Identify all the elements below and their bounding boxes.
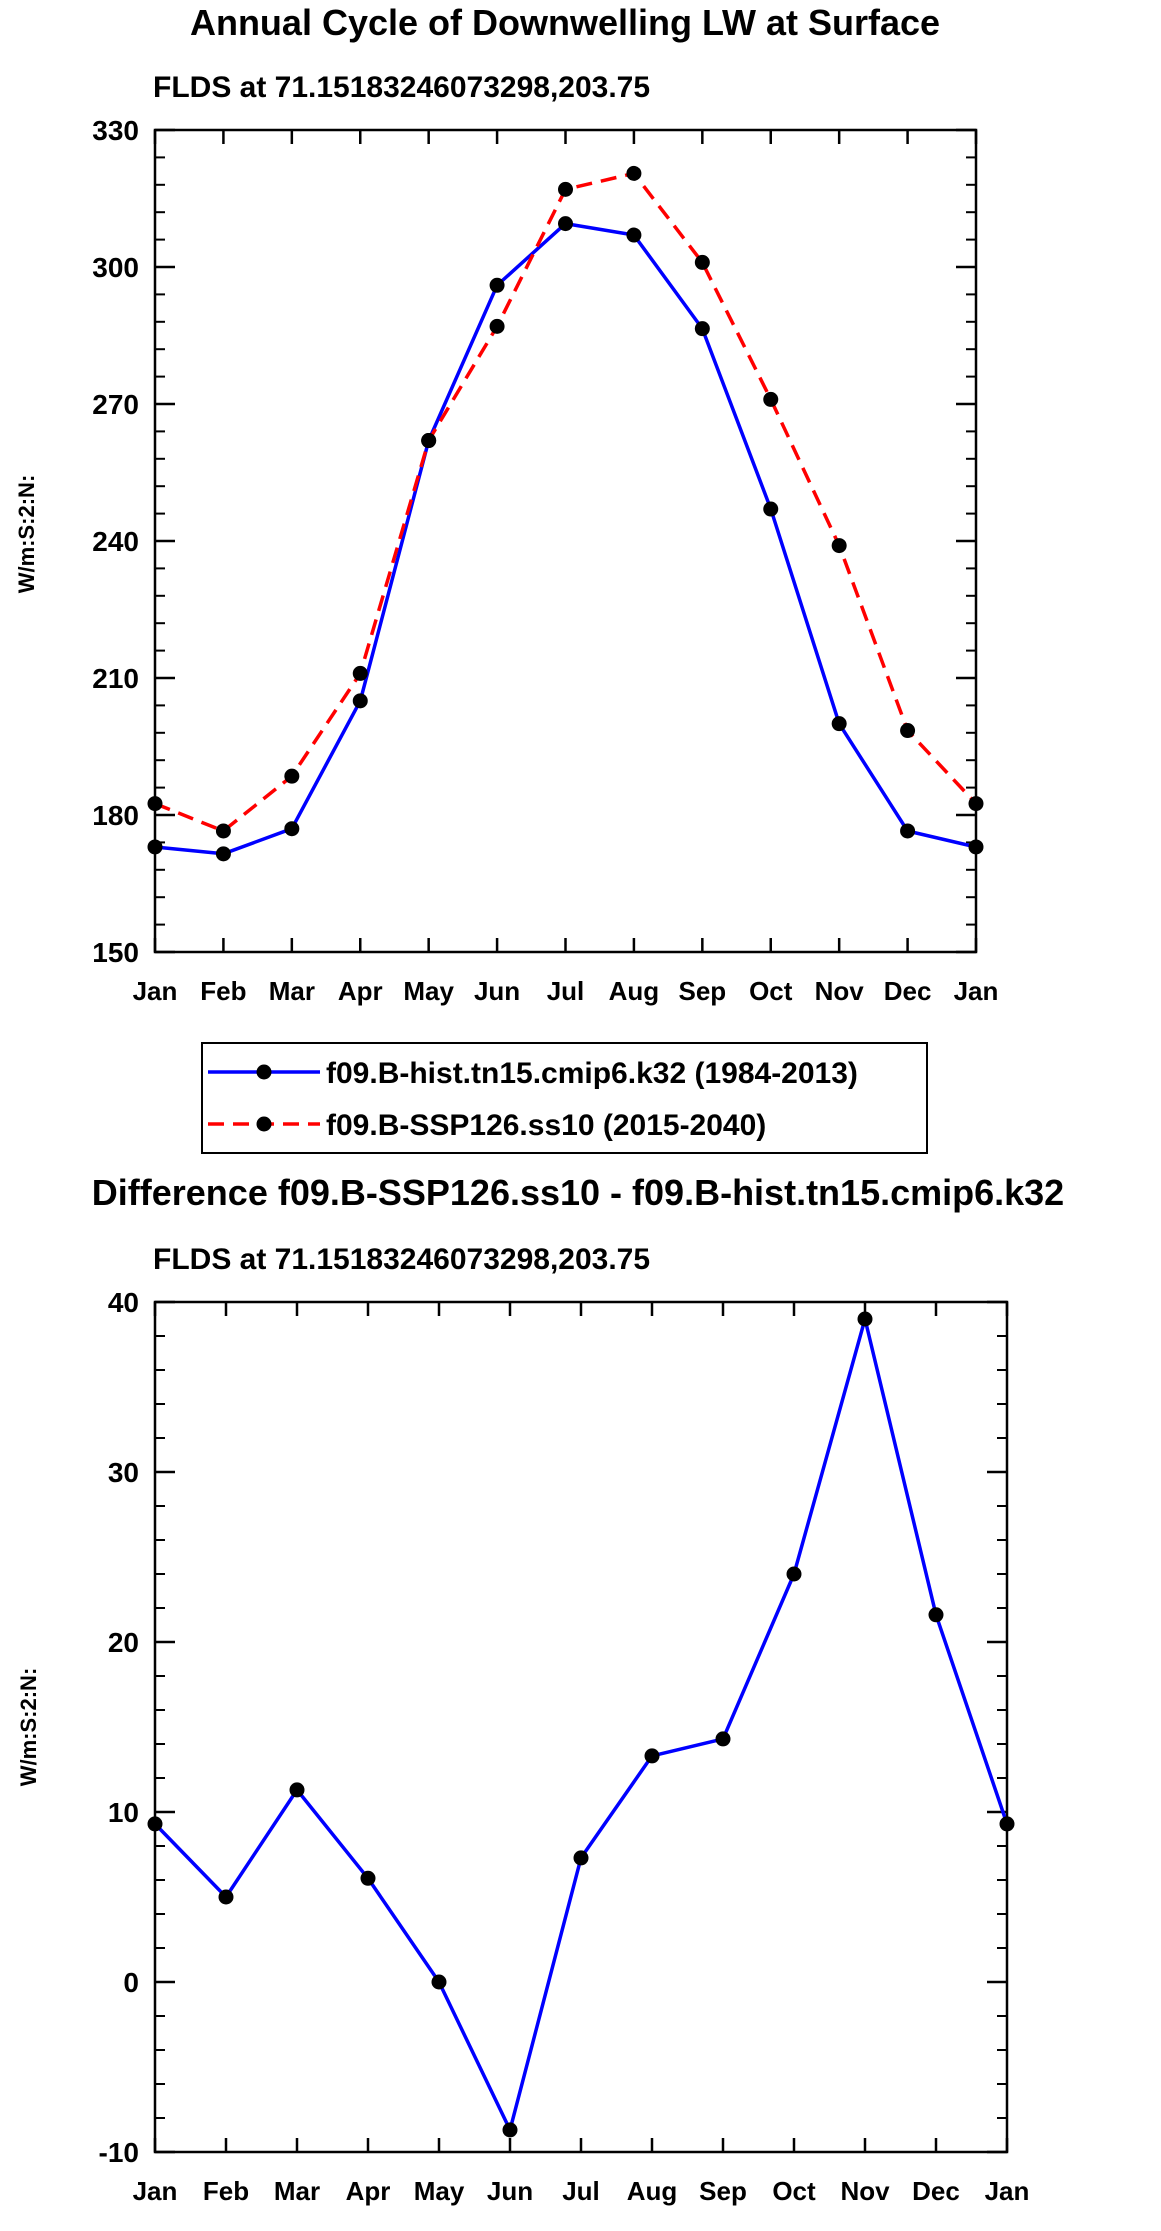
- bottom-series-0-point: [928, 1607, 944, 1623]
- bottom-series-0-point: [431, 1974, 447, 1990]
- top-y-tick-label: 330: [92, 115, 139, 146]
- bottom-series-0-point: [715, 1731, 731, 1747]
- top-x-tick-label: May: [403, 976, 454, 1006]
- bottom-x-tick-label: Oct: [772, 2176, 816, 2206]
- bottom-series-0-point: [857, 1311, 873, 1327]
- bottom-y-tick-label: 10: [108, 1797, 139, 1828]
- legend-box: [201, 1042, 928, 1154]
- bottom-y-tick-label: 0: [123, 1967, 139, 1998]
- bottom-y-tick-label: 20: [108, 1627, 139, 1658]
- bottom-y-tick-label: 40: [108, 1287, 139, 1318]
- bottom-chart-y-axis-label: W/m:S:2:N:: [16, 1668, 41, 1787]
- legend-label-hist: f09.B-hist.tn15.cmip6.k32 (1984-2013): [326, 1057, 858, 1090]
- legend: f09.B-hist.tn15.cmip6.k32 (1984-2013) f0…: [201, 1042, 928, 1154]
- bottom-series-0-point: [999, 1816, 1015, 1832]
- top-chart-y-axis-label: W/m:S:2:N:: [14, 475, 39, 594]
- top-series-1-point: [694, 254, 710, 270]
- bottom-x-tick-label: Dec: [912, 2176, 960, 2206]
- bottom-series-0-point: [289, 1782, 305, 1798]
- bottom-series-0-point: [573, 1850, 589, 1866]
- bottom-chart-title: Difference f09.B-SSP126.ss10 - f09.B-his…: [92, 1172, 1064, 1213]
- top-x-tick-label: Aug: [609, 976, 660, 1006]
- bottom-x-tick-label: Jan: [985, 2176, 1030, 2206]
- top-y-tick-label: 240: [92, 526, 139, 557]
- top-x-tick-label: Sep: [678, 976, 726, 1006]
- bottom-x-tick-label: Aug: [627, 2176, 678, 2206]
- figure-title: Annual Cycle of Downwelling LW at Surfac…: [190, 2, 940, 43]
- legend-marker-hist: [256, 1064, 272, 1080]
- top-plot-frame: [153, 128, 978, 954]
- bottom-series-0-point: [218, 1889, 234, 1905]
- top-series-0-point: [284, 821, 300, 837]
- top-series-0-point: [831, 716, 847, 732]
- bottom-y-tick-label: -10: [99, 2137, 139, 2168]
- bottom-x-tick-label: Apr: [346, 2176, 391, 2206]
- bottom-x-tick-label: Mar: [274, 2176, 320, 2206]
- bottom-x-tick-label: Jun: [487, 2176, 533, 2206]
- top-series-0-point: [352, 693, 368, 709]
- top-series-1-point: [489, 318, 505, 334]
- top-series-1-point: [763, 391, 779, 407]
- top-series-0-point: [763, 501, 779, 517]
- bottom-x-tick-label: Feb: [203, 2176, 249, 2206]
- top-series-line-1: [154, 171, 978, 833]
- bottom-series-0-point: [644, 1748, 660, 1764]
- top-y-tick-label: 300: [92, 252, 139, 283]
- bottom-chart-subtitle: FLDS at 71.15183246073298,203.75: [153, 1243, 650, 1276]
- top-series-1-point: [900, 723, 916, 739]
- top-x-tick-label: Dec: [884, 976, 932, 1006]
- top-series-0-point: [694, 321, 710, 337]
- bottom-series-line-0: [153, 1317, 1009, 2132]
- top-series-0-point: [558, 216, 573, 232]
- top-chart-plot: Jan Feb Mar Apr May Jun Jul Aug Sep Oct Nov Dec Jan 1…: [92, 115, 998, 1006]
- top-x-tick-label: Feb: [200, 976, 246, 1006]
- legend-label-ssp: f09.B-SSP126.ss10 (2015-2040): [326, 1109, 766, 1142]
- top-series-0-point: [968, 839, 984, 855]
- top-chart-subtitle: FLDS at 71.15183246073298,203.75: [153, 71, 650, 104]
- top-series-1-point: [421, 433, 437, 449]
- bottom-series-0-point: [360, 1870, 376, 1886]
- top-series-1-point: [968, 796, 984, 812]
- top-series-0-point: [215, 846, 231, 862]
- top-series-1-point: [147, 796, 163, 812]
- top-y-tick-label: 150: [92, 937, 139, 968]
- top-series-1-point: [558, 181, 573, 197]
- top-x-tick-label: Jan: [133, 976, 178, 1006]
- top-series-0-point: [489, 277, 505, 293]
- top-y-tick-label: 270: [92, 389, 139, 420]
- top-x-tick-label: Oct: [749, 976, 793, 1006]
- top-series-1-point: [626, 165, 642, 181]
- bottom-chart-plot: Jan Feb Mar Apr May Jun Jul Aug Sep Oct Nov Dec Jan -…: [99, 1287, 1030, 2206]
- top-x-tick-label: Nov: [815, 976, 865, 1006]
- top-x-tick-label: Jun: [474, 976, 520, 1006]
- top-series-0-point: [147, 839, 163, 855]
- top-x-tick-label: Apr: [338, 976, 383, 1006]
- bottom-x-tick-label: Nov: [840, 2176, 890, 2206]
- bottom-y-tick-label: 30: [108, 1457, 139, 1488]
- top-series-1-point: [831, 538, 847, 554]
- top-series-line-0: [154, 221, 977, 856]
- top-x-tick-label: Jul: [547, 976, 585, 1006]
- top-series-1-point: [352, 665, 368, 681]
- bottom-x-tick-label: Jul: [562, 2176, 600, 2206]
- legend-marker-ssp: [256, 1116, 272, 1132]
- top-series-0-point: [900, 823, 916, 839]
- top-y-tick-label: 180: [92, 800, 139, 831]
- top-series-1-point: [215, 823, 231, 839]
- top-x-tick-label: Mar: [269, 976, 315, 1006]
- bottom-series-0-point: [502, 2122, 518, 2138]
- bottom-plot-frame: [153, 1300, 1009, 2154]
- top-series-1-point: [284, 768, 300, 784]
- bottom-series-0-point: [786, 1566, 802, 1582]
- bottom-series-0-point: [147, 1816, 163, 1832]
- bottom-x-tick-label: Sep: [699, 2176, 747, 2206]
- bottom-x-tick-label: Jan: [133, 2176, 178, 2206]
- top-series-0-point: [626, 227, 642, 243]
- bottom-x-tick-label: May: [414, 2176, 465, 2206]
- top-y-tick-label: 210: [92, 663, 139, 694]
- top-x-tick-label: Jan: [954, 976, 999, 1006]
